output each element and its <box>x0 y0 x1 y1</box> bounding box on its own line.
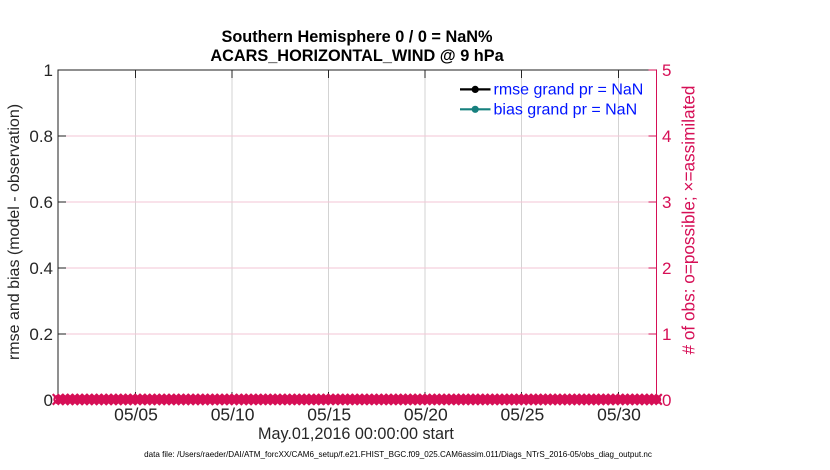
svg-text:5: 5 <box>662 61 671 80</box>
svg-text:05/15: 05/15 <box>307 405 351 425</box>
svg-text:rmse and bias (model - observa: rmse and bias (model - observation) <box>6 104 23 360</box>
svg-text:1: 1 <box>662 325 671 344</box>
svg-text:0.8: 0.8 <box>29 127 53 146</box>
svg-text:05/25: 05/25 <box>501 405 545 425</box>
svg-text:0.6: 0.6 <box>29 193 53 212</box>
svg-text:0: 0 <box>44 391 53 410</box>
svg-text:1: 1 <box>44 61 53 80</box>
svg-text:ACARS_HORIZONTAL_WIND @ 9 hPa: ACARS_HORIZONTAL_WIND @ 9 hPa <box>210 47 504 65</box>
svg-text:05/30: 05/30 <box>597 405 641 425</box>
svg-text:0: 0 <box>662 391 671 410</box>
svg-text:05/10: 05/10 <box>211 405 255 425</box>
svg-text:05/05: 05/05 <box>114 405 158 425</box>
svg-text:May.01,2016 00:00:00 start: May.01,2016 00:00:00 start <box>258 425 454 443</box>
svg-text:bias grand pr = NaN: bias grand pr = NaN <box>494 101 638 118</box>
svg-text:2: 2 <box>662 259 671 278</box>
svg-text:data file: /Users/raeder/DAI/A: data file: /Users/raeder/DAI/ATM_forcXX/… <box>144 450 652 459</box>
svg-text:# of obs: o=possible; ×=assimi: # of obs: o=possible; ×=assimilated <box>679 86 699 355</box>
svg-text:05/20: 05/20 <box>404 405 448 425</box>
svg-text:3: 3 <box>662 193 671 212</box>
svg-text:0.4: 0.4 <box>29 259 53 278</box>
svg-text:Southern Hemisphere 0 / 0 = Na: Southern Hemisphere 0 / 0 = NaN% <box>222 28 494 46</box>
svg-text:0.2: 0.2 <box>29 325 53 344</box>
svg-text:4: 4 <box>662 127 671 146</box>
svg-text:rmse grand pr = NaN: rmse grand pr = NaN <box>494 81 644 98</box>
